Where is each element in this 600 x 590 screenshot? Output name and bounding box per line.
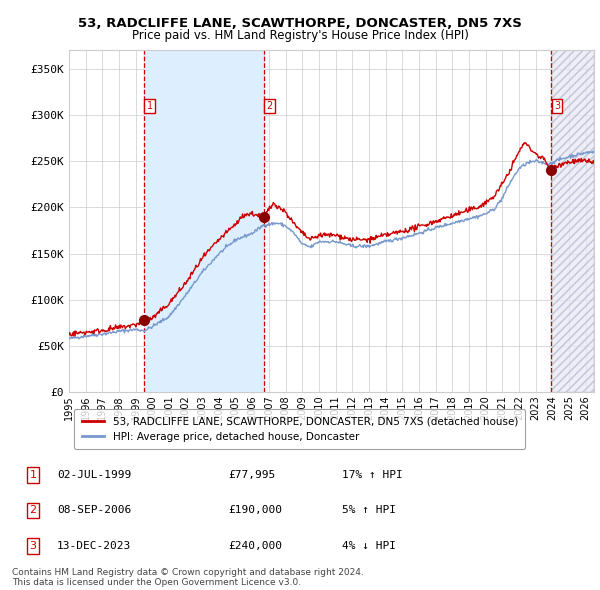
Text: 5% ↑ HPI: 5% ↑ HPI: [342, 506, 396, 515]
Text: £77,995: £77,995: [228, 470, 275, 480]
Text: Price paid vs. HM Land Registry's House Price Index (HPI): Price paid vs. HM Land Registry's House …: [131, 29, 469, 42]
Text: 2: 2: [29, 506, 37, 515]
Text: 4% ↓ HPI: 4% ↓ HPI: [342, 541, 396, 550]
Text: 3: 3: [29, 541, 37, 550]
Text: £190,000: £190,000: [228, 506, 282, 515]
Text: 1: 1: [29, 470, 37, 480]
Text: 13-DEC-2023: 13-DEC-2023: [57, 541, 131, 550]
Text: 1: 1: [146, 101, 152, 111]
Text: 17% ↑ HPI: 17% ↑ HPI: [342, 470, 403, 480]
Bar: [551, 50, 594, 392]
Legend: 53, RADCLIFFE LANE, SCAWTHORPE, DONCASTER, DN5 7XS (detached house), HPI: Averag: 53, RADCLIFFE LANE, SCAWTHORPE, DONCASTE…: [74, 409, 526, 450]
Text: £240,000: £240,000: [228, 541, 282, 550]
Text: 2: 2: [266, 101, 272, 111]
Text: Contains HM Land Registry data © Crown copyright and database right 2024.
This d: Contains HM Land Registry data © Crown c…: [12, 568, 364, 587]
Bar: [144, 50, 264, 392]
Text: 3: 3: [554, 101, 560, 111]
Text: 02-JUL-1999: 02-JUL-1999: [57, 470, 131, 480]
Text: 08-SEP-2006: 08-SEP-2006: [57, 506, 131, 515]
Text: 53, RADCLIFFE LANE, SCAWTHORPE, DONCASTER, DN5 7XS: 53, RADCLIFFE LANE, SCAWTHORPE, DONCASTE…: [78, 17, 522, 30]
